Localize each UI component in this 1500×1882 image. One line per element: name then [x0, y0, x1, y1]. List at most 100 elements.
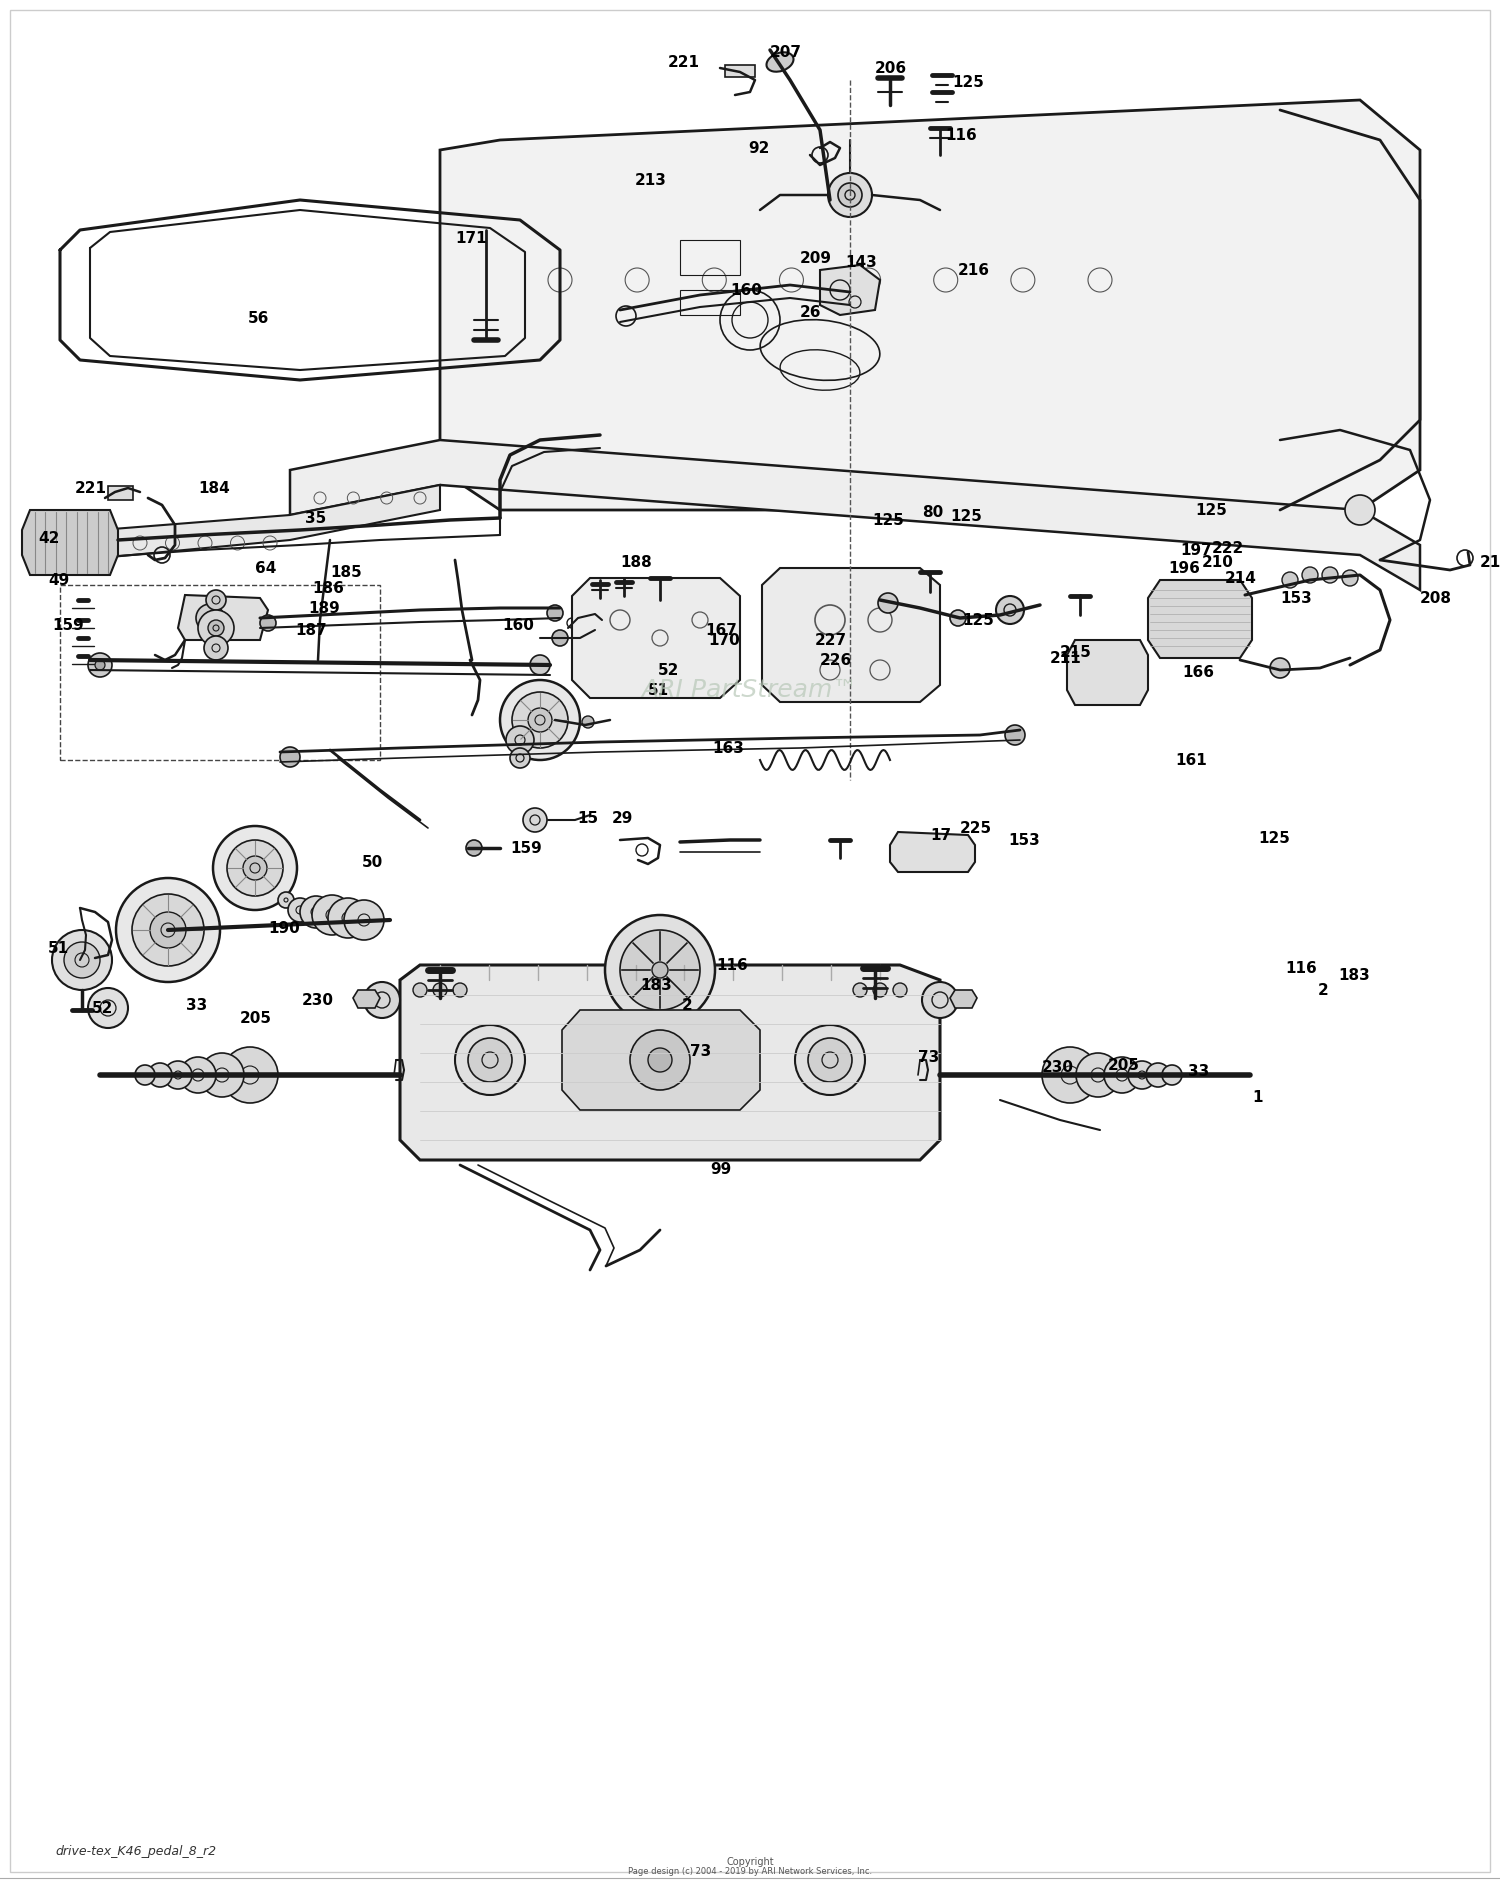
- Circle shape: [53, 930, 112, 990]
- Circle shape: [344, 900, 384, 939]
- Text: 222: 222: [1212, 540, 1245, 555]
- Bar: [724, 66, 754, 77]
- Text: 230: 230: [302, 992, 334, 1007]
- Circle shape: [468, 1039, 512, 1082]
- Circle shape: [300, 896, 332, 928]
- Circle shape: [795, 1026, 865, 1095]
- Circle shape: [1128, 1061, 1156, 1090]
- Circle shape: [892, 982, 908, 997]
- Text: 125: 125: [952, 75, 984, 90]
- Circle shape: [500, 679, 580, 760]
- Text: 50: 50: [362, 854, 384, 869]
- Circle shape: [878, 593, 898, 614]
- Circle shape: [206, 589, 226, 610]
- Text: 125: 125: [950, 508, 982, 523]
- Circle shape: [828, 173, 872, 216]
- Circle shape: [278, 892, 294, 907]
- Text: 208: 208: [1420, 591, 1452, 606]
- Text: 125: 125: [962, 612, 994, 627]
- Circle shape: [604, 915, 715, 1026]
- Polygon shape: [100, 486, 439, 557]
- Text: 64: 64: [255, 561, 276, 576]
- Circle shape: [1162, 1065, 1182, 1086]
- Text: 163: 163: [712, 740, 744, 755]
- Text: drive-tex_K46_pedal_8_r2: drive-tex_K46_pedal_8_r2: [56, 1846, 216, 1859]
- Circle shape: [524, 807, 548, 832]
- Text: 185: 185: [330, 565, 362, 580]
- Circle shape: [288, 898, 312, 922]
- Text: 161: 161: [1174, 753, 1206, 768]
- Circle shape: [1346, 495, 1376, 525]
- Circle shape: [652, 962, 668, 979]
- Circle shape: [648, 1048, 672, 1073]
- Text: 227: 227: [815, 632, 848, 647]
- Circle shape: [620, 930, 701, 1011]
- Circle shape: [328, 898, 368, 937]
- Text: 209: 209: [800, 250, 832, 265]
- Circle shape: [364, 982, 400, 1018]
- Text: 51: 51: [648, 683, 669, 698]
- Text: 211: 211: [1050, 651, 1082, 666]
- Circle shape: [88, 653, 112, 678]
- Text: Page design (c) 2004 - 2019 by ARI Network Services, Inc.: Page design (c) 2004 - 2019 by ARI Netwo…: [628, 1867, 872, 1876]
- Text: 206: 206: [874, 60, 908, 75]
- Text: 73: 73: [690, 1045, 711, 1060]
- Text: 42: 42: [38, 531, 60, 546]
- Circle shape: [94, 661, 105, 670]
- Text: 159: 159: [510, 841, 542, 856]
- Circle shape: [466, 839, 482, 856]
- Text: 187: 187: [296, 623, 327, 638]
- Polygon shape: [290, 440, 1420, 589]
- Text: 116: 116: [1286, 960, 1317, 975]
- Polygon shape: [22, 510, 118, 576]
- Circle shape: [512, 693, 568, 747]
- Circle shape: [64, 943, 101, 979]
- Circle shape: [116, 879, 220, 982]
- Circle shape: [1005, 725, 1025, 745]
- Bar: [108, 486, 134, 501]
- Polygon shape: [572, 578, 740, 698]
- Circle shape: [196, 604, 223, 632]
- Text: 29: 29: [612, 811, 633, 826]
- Text: 35: 35: [304, 510, 327, 525]
- Polygon shape: [440, 100, 1420, 510]
- Text: 52: 52: [92, 1001, 114, 1016]
- Polygon shape: [890, 832, 975, 871]
- Text: 189: 189: [308, 600, 339, 615]
- Circle shape: [1146, 1063, 1170, 1088]
- Text: 166: 166: [1182, 664, 1214, 679]
- Text: 160: 160: [503, 617, 534, 632]
- Text: 15: 15: [578, 811, 598, 826]
- Text: 214: 214: [1226, 570, 1257, 585]
- Circle shape: [132, 894, 204, 965]
- Circle shape: [582, 715, 594, 728]
- Circle shape: [1342, 570, 1358, 585]
- Text: 188: 188: [620, 555, 651, 570]
- Bar: [680, 241, 740, 275]
- Text: 186: 186: [312, 580, 344, 595]
- Circle shape: [209, 619, 224, 636]
- Circle shape: [630, 1029, 690, 1090]
- Text: 170: 170: [708, 632, 740, 647]
- Text: 26: 26: [800, 305, 822, 320]
- Circle shape: [1282, 572, 1298, 587]
- Text: 190: 190: [268, 920, 300, 935]
- Circle shape: [808, 1039, 852, 1082]
- Bar: [680, 290, 740, 314]
- Polygon shape: [352, 990, 380, 1009]
- Text: 215: 215: [1060, 644, 1092, 659]
- Circle shape: [950, 610, 966, 627]
- Circle shape: [530, 655, 550, 676]
- Text: 225: 225: [960, 821, 992, 836]
- Text: ARI PartStream™: ARI PartStream™: [642, 678, 858, 702]
- Circle shape: [433, 982, 447, 997]
- Text: 125: 125: [871, 512, 904, 527]
- Circle shape: [148, 1063, 172, 1088]
- Text: 207: 207: [770, 45, 802, 60]
- Text: 221: 221: [75, 480, 106, 495]
- Circle shape: [312, 896, 352, 935]
- Circle shape: [506, 726, 534, 755]
- Circle shape: [150, 913, 186, 949]
- Polygon shape: [821, 265, 880, 314]
- Circle shape: [222, 1046, 278, 1103]
